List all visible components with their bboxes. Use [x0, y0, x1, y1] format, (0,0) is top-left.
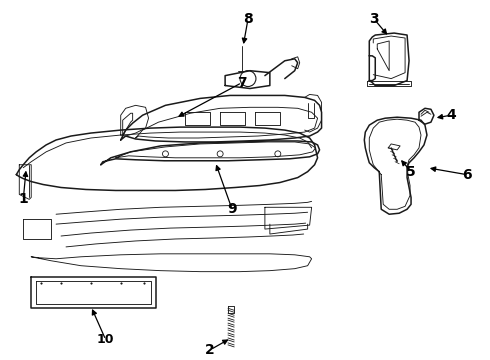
Text: 4: 4 [446, 108, 456, 122]
Text: 5: 5 [406, 165, 416, 179]
Text: 6: 6 [462, 168, 471, 182]
Text: 2: 2 [205, 343, 215, 357]
Text: 1: 1 [19, 192, 28, 206]
Text: 9: 9 [227, 202, 237, 216]
Text: 7: 7 [237, 76, 247, 90]
Text: 10: 10 [97, 333, 115, 346]
Text: 8: 8 [243, 12, 253, 26]
Text: 3: 3 [369, 12, 379, 26]
